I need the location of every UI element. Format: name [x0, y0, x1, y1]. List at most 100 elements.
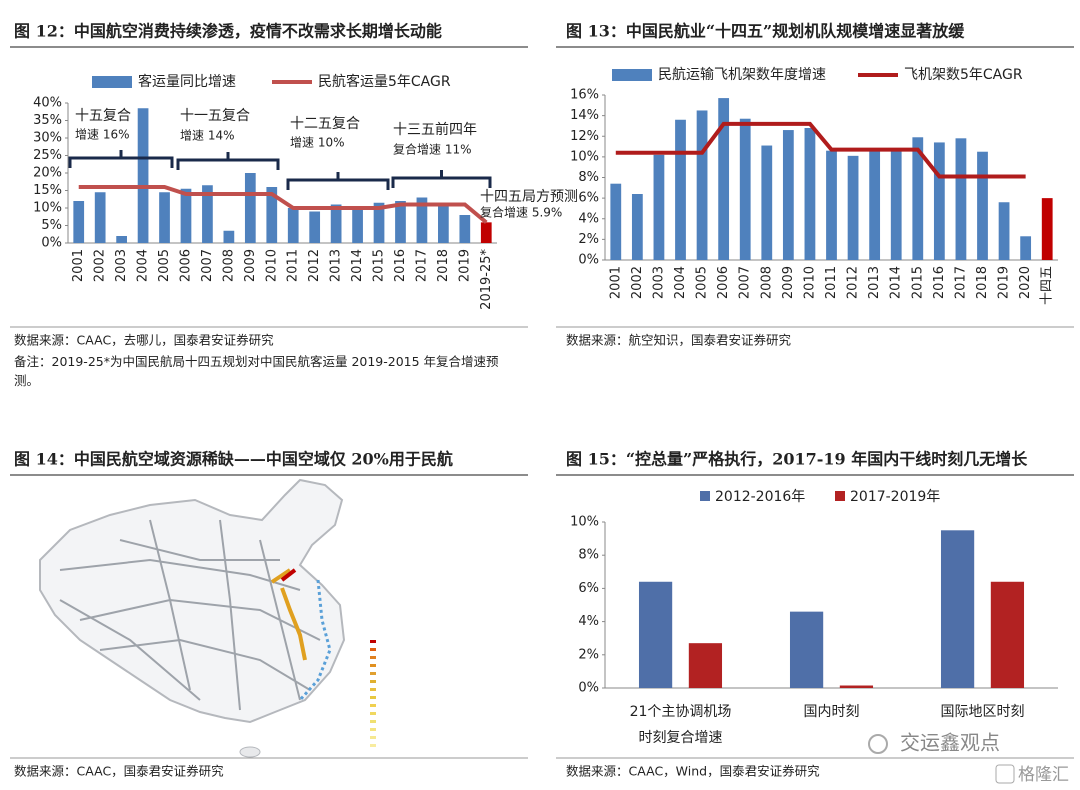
bar: [940, 530, 975, 688]
y-tick-label: 5%: [41, 218, 62, 233]
x-tick-label: 2014: [889, 266, 904, 299]
cagr-line: [615, 121, 1026, 179]
bracket: [68, 150, 174, 168]
x-tick-label: 2019: [997, 266, 1012, 299]
bar: [438, 204, 449, 243]
bar: [116, 236, 127, 243]
x-tick-label: 2006: [716, 266, 731, 299]
bar: [782, 130, 794, 260]
bar: [244, 173, 256, 243]
y-tick-label: 4%: [578, 614, 599, 629]
x-tick-label: 2003: [651, 266, 666, 299]
annotation: 十二五复合: [290, 115, 360, 132]
y-tick-label: 16%: [570, 88, 599, 103]
figure-title: 图 14：中国民航空域资源稀缺——中国空域仅 20%用于民航: [14, 450, 453, 469]
x-tick-label: 2013: [329, 249, 344, 282]
bracket: [286, 172, 390, 190]
source: 数据来源：CAAC，Wind，国泰君安证券研究: [566, 764, 820, 779]
bar: [395, 201, 406, 243]
legend-label: 民航运输飞机架数年度增速: [658, 67, 826, 83]
bar: [202, 185, 213, 243]
bar: [839, 685, 874, 688]
legend-label: 2012-2016年: [715, 489, 805, 505]
x-tick-label: 2001: [608, 266, 623, 299]
airspace-map: [39, 478, 376, 758]
y-tick-label: 20%: [33, 166, 62, 181]
y-tick-label: 30%: [33, 131, 62, 146]
bar: [631, 194, 643, 260]
x-tick-label: 2020: [1018, 266, 1033, 299]
brand-icon: [995, 764, 1015, 784]
watermark: 格隆汇: [1018, 765, 1069, 785]
x-tick-label: 2011: [286, 249, 301, 282]
figure-title: 图 13：中国民航业“十四五”规划机队规模增速显著放缓: [566, 22, 965, 41]
legend-label: 民航客运量5年CAGR: [318, 73, 451, 90]
x-tick-label: 2010: [802, 266, 817, 299]
x-tick-label: 2009: [243, 249, 258, 282]
x-tick-label: 2007: [738, 266, 753, 299]
annotation: 十三五前四年: [393, 121, 477, 138]
watermark: 交运鑫观点: [900, 731, 1000, 755]
bar: [890, 150, 902, 260]
bar: [977, 151, 988, 260]
annotation: 增速 14%: [180, 129, 235, 143]
y-tick-label: 14%: [570, 108, 599, 123]
bar: [1020, 236, 1032, 260]
annotation: 复合增速 11%: [393, 142, 472, 157]
bracket: [176, 152, 280, 170]
x-tick-line: 21个主协调机场: [630, 704, 732, 720]
y-tick-label: 8%: [578, 548, 599, 563]
bar: [610, 183, 622, 260]
bar: [998, 202, 1010, 260]
x-tick-label: 2004: [673, 266, 688, 299]
legend-swatch: [92, 76, 132, 88]
x-tick-label: 2007: [200, 249, 215, 282]
bar: [159, 192, 170, 243]
bar: [287, 208, 299, 243]
x-tick-label: 2008: [221, 249, 236, 282]
x-tick-line: 国内时刻: [804, 704, 860, 720]
bar: [826, 150, 837, 260]
y-tick-label: 0%: [41, 236, 62, 251]
y-tick-label: 6%: [578, 581, 599, 596]
x-tick-label: 2013: [867, 266, 882, 299]
bar: [137, 108, 149, 243]
y-tick-label: 10%: [33, 201, 62, 216]
bar: [223, 230, 235, 243]
bar: [373, 202, 385, 243]
bar: [847, 155, 859, 260]
x-tick-label: 2006: [178, 249, 193, 282]
bar: [330, 204, 342, 243]
bar: [480, 222, 492, 243]
legend-label: 2017-2019年: [850, 489, 940, 505]
legend-swatch: [612, 69, 652, 81]
bracket: [391, 170, 492, 188]
bar: [804, 128, 816, 260]
bar: [309, 211, 321, 243]
annotation: 十一五复合: [180, 107, 250, 124]
bar: [459, 215, 471, 243]
y-tick-label: 25%: [33, 148, 62, 163]
bar: [180, 188, 192, 243]
legend-swatch: [700, 491, 710, 501]
x-tick-label: 2002: [93, 249, 108, 282]
source: 数据来源：CAAC，去哪儿，国泰君安证券研究: [14, 333, 274, 348]
x-tick-label: 2005: [695, 266, 710, 299]
y-tick-label: 35%: [33, 113, 62, 128]
bar: [761, 145, 773, 260]
y-tick-label: 6%: [578, 191, 599, 206]
figure-title: 图 12：中国航空消费持续渗透，疫情不改需求长期增长动能: [14, 22, 442, 41]
x-tick-label: 国际地区时刻: [941, 704, 1025, 720]
x-tick-label: 2014: [350, 249, 365, 282]
bar: [352, 206, 363, 243]
x-tick-label: 2018: [436, 249, 451, 282]
annotation: 复合增速 5.9%: [480, 205, 562, 220]
x-tick-label: 2019-25*: [479, 249, 494, 310]
bar: [266, 187, 278, 243]
x-tick-label: 2011: [824, 266, 839, 299]
y-tick-label: 0%: [578, 253, 599, 268]
y-tick-label: 8%: [578, 170, 599, 185]
x-tick-line: 国际地区时刻: [941, 704, 1025, 720]
